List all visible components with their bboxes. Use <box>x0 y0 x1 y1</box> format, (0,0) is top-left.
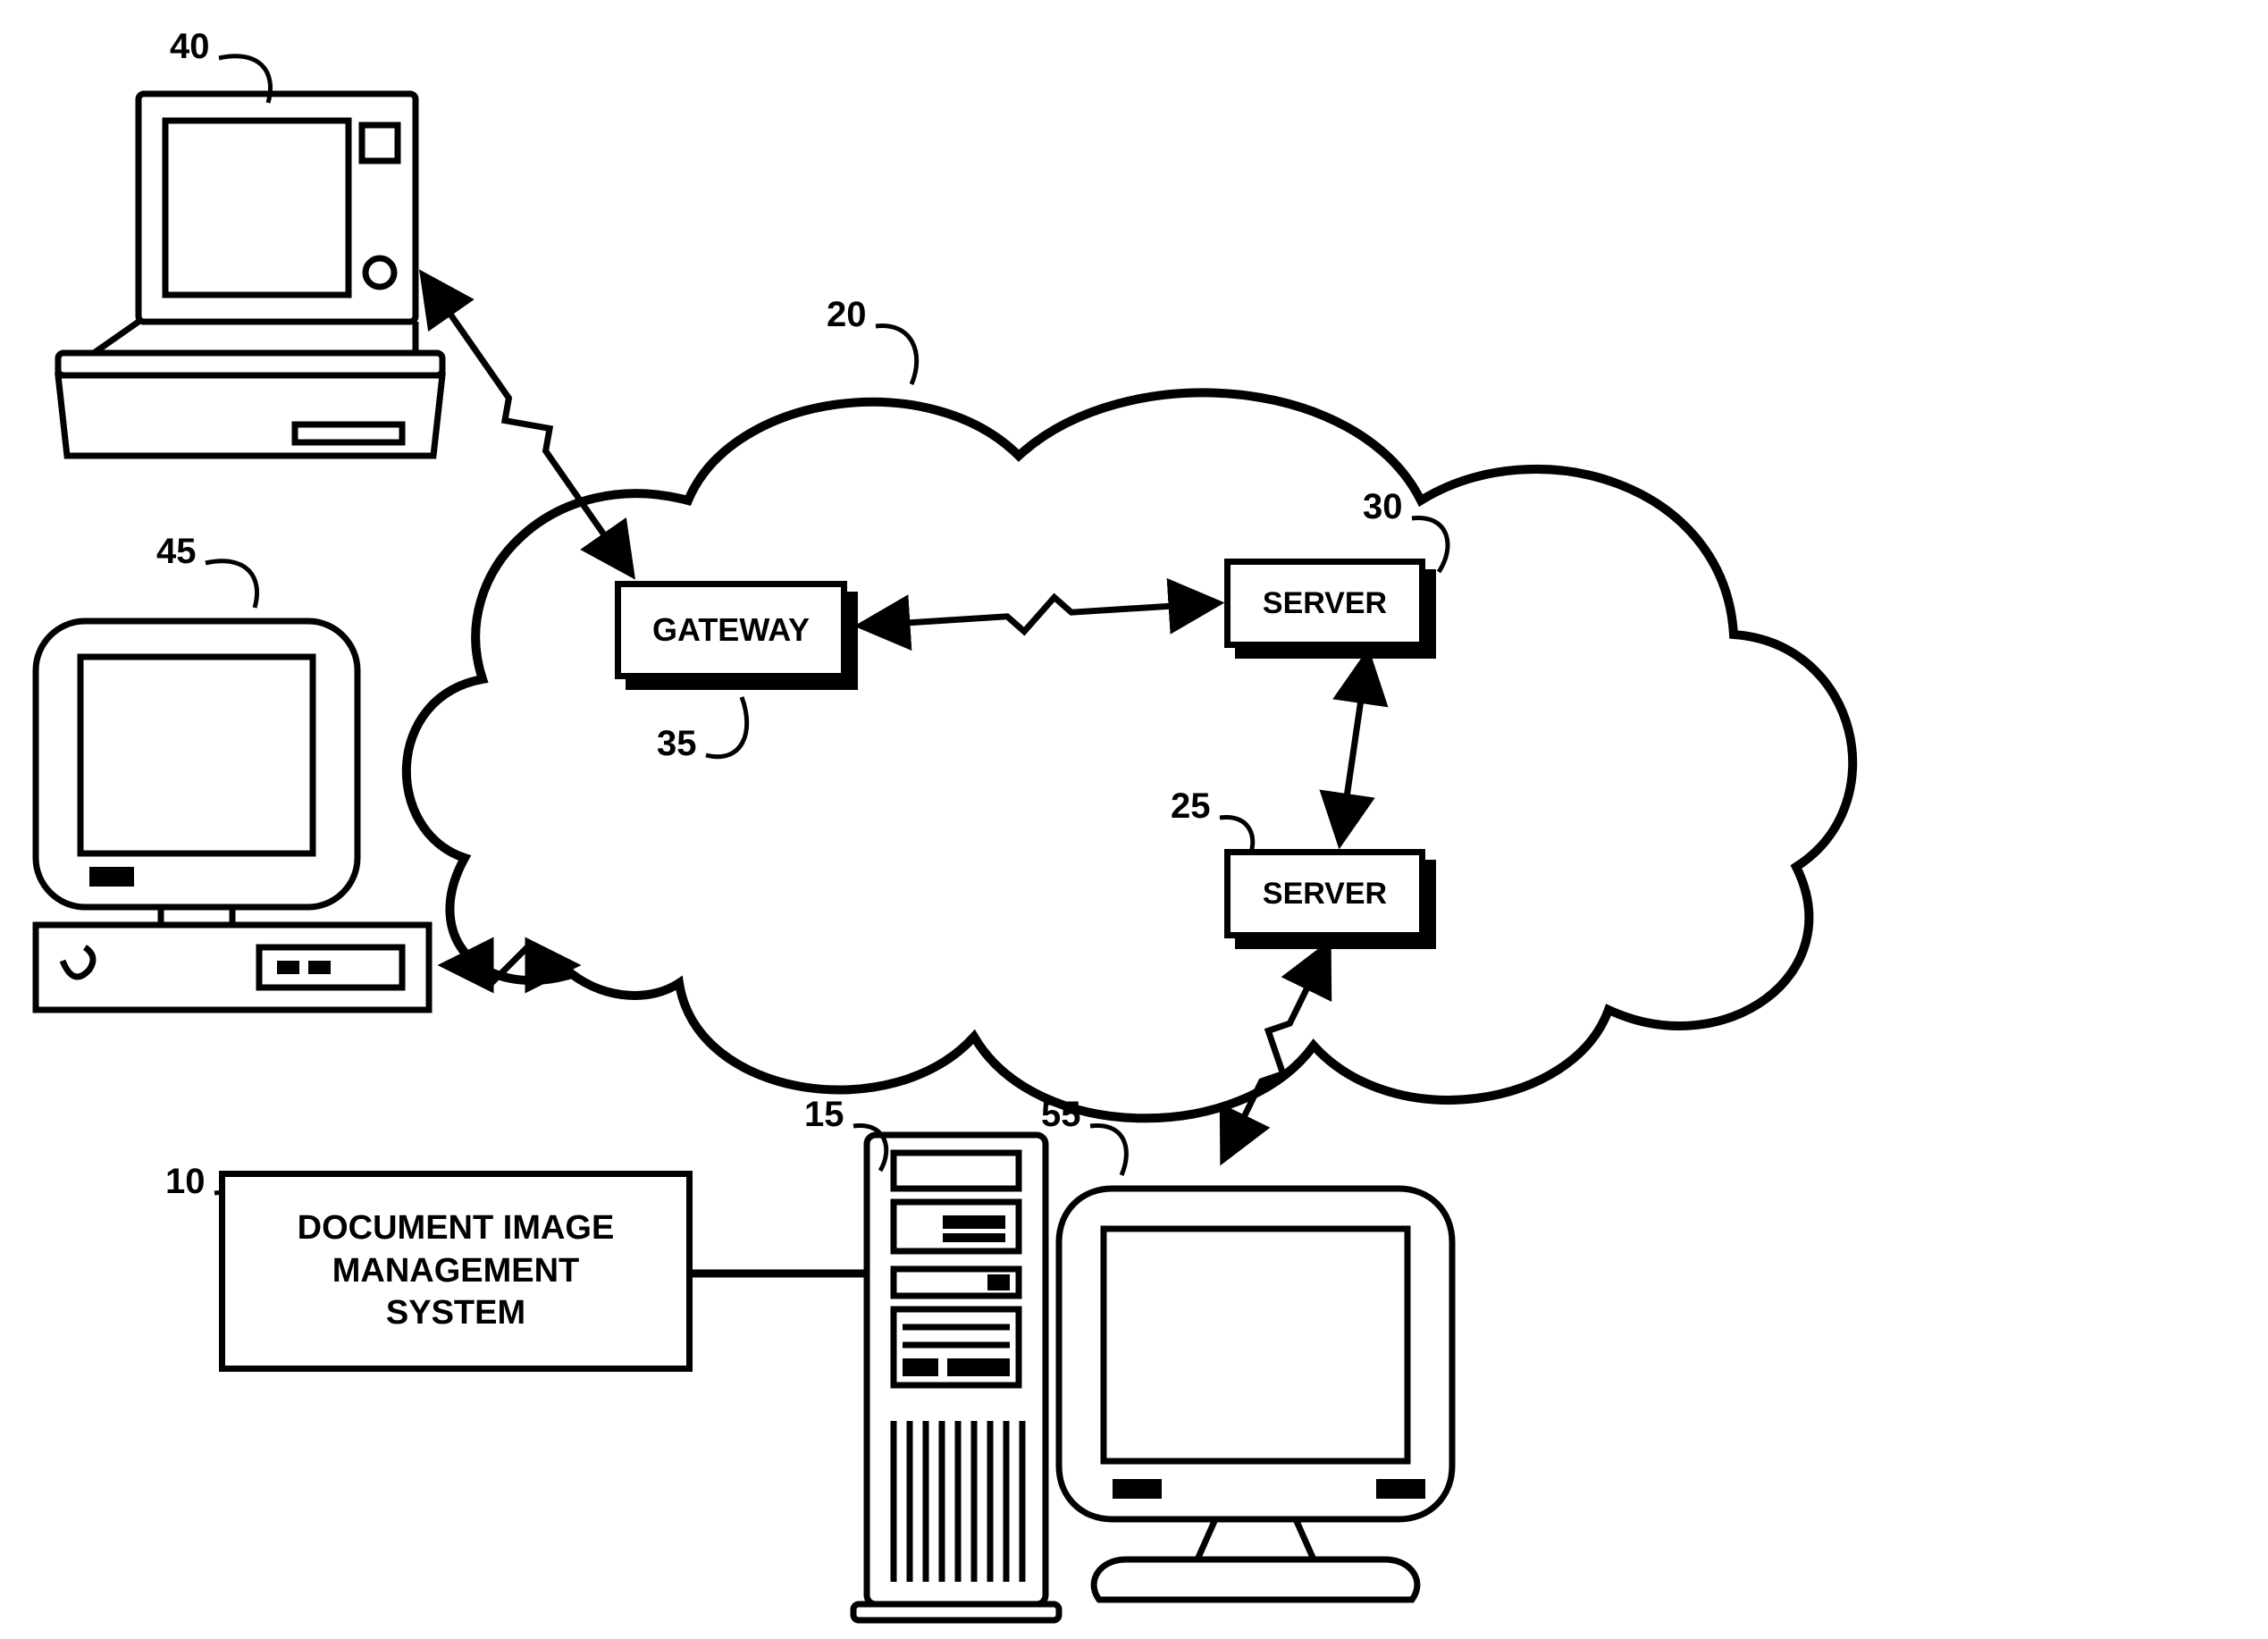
dims-node: DOCUMENT IMAGE MANAGEMENT SYSTEM <box>219 1171 693 1372</box>
diagram-svg <box>0 0 2268 1639</box>
server30-node: SERVER <box>1224 559 1425 648</box>
ref-30: 30 <box>1363 487 1403 527</box>
diagram-stage: GATEWAY SERVER SERVER DOCUMENT IMAGE MAN… <box>0 0 2268 1639</box>
ref-55: 55 <box>1041 1095 1081 1135</box>
ref-45: 45 <box>156 532 197 572</box>
edge-gateway-server30 <box>863 597 1215 631</box>
ref-40: 40 <box>170 27 210 67</box>
ref-15: 15 <box>804 1095 844 1135</box>
ref-leader-35 <box>706 697 747 757</box>
edge-server30-server25 <box>1340 657 1367 840</box>
cloud <box>407 392 1852 1118</box>
ref-25: 25 <box>1171 786 1211 827</box>
gateway-node: GATEWAY <box>615 581 847 679</box>
server25-label: SERVER <box>1263 877 1387 912</box>
ref-leader-55 <box>1090 1125 1126 1175</box>
ref-10: 10 <box>165 1162 206 1202</box>
dims-label: DOCUMENT IMAGE MANAGEMENT SYSTEM <box>298 1207 615 1335</box>
ref-20: 20 <box>827 295 867 335</box>
gateway-label: GATEWAY <box>652 611 810 649</box>
tower-icon <box>853 1135 1059 1620</box>
server25-node: SERVER <box>1224 849 1425 938</box>
ref-leader-45 <box>206 561 257 608</box>
laptop-icon <box>58 94 442 456</box>
ref-leader-20 <box>876 326 917 384</box>
desktop-icon <box>36 621 429 1010</box>
ref-35: 35 <box>657 724 697 764</box>
server30-label: SERVER <box>1263 586 1387 621</box>
monitor-icon <box>1059 1189 1452 1600</box>
